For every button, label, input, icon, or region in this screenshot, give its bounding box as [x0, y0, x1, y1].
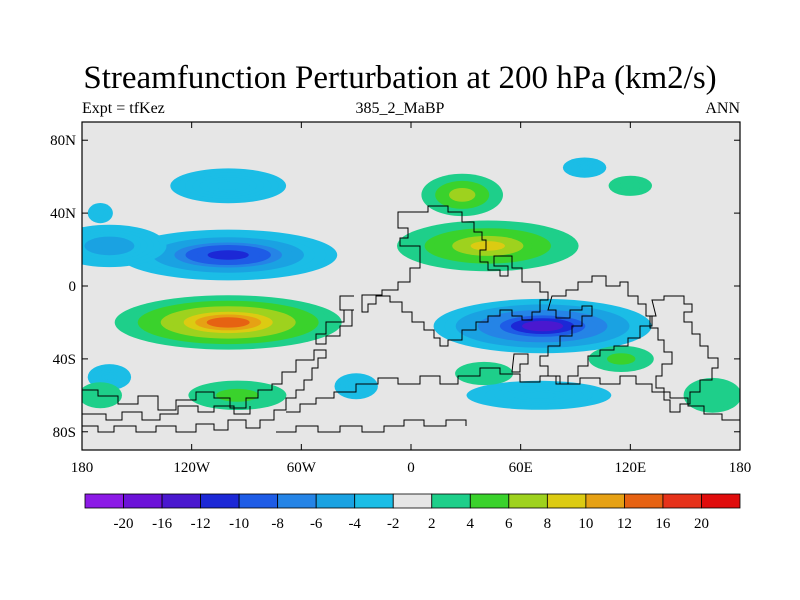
chart-title: Streamfunction Perturbation at 200 hPa (… — [83, 60, 717, 96]
y-tick-label: 40N — [50, 206, 76, 222]
coastline-antarctic-edge — [82, 405, 251, 421]
experiment-label: Expt = tfKez — [82, 100, 165, 117]
season-label: ANN — [705, 100, 740, 117]
x-tick-label: 180 — [729, 460, 752, 476]
contour-band — [522, 320, 564, 332]
colorbar: -20 -16 -12 -10 -8 -6 -4 -2 2 4 6 8 10 12 16 20 — [84, 493, 741, 532]
colorbar-swatch — [662, 493, 702, 509]
colorbar-swatch — [123, 493, 163, 509]
colorbar-label: -4 — [348, 516, 361, 532]
colorbar-label: 6 — [505, 516, 513, 532]
colorbar-swatch — [585, 493, 625, 509]
x-tick-label: 60E — [509, 460, 533, 476]
colorbar-label: 8 — [544, 516, 552, 532]
coastline-antarctica — [276, 419, 467, 433]
contour-band — [579, 165, 590, 171]
y-tick-label: 80N — [50, 133, 76, 149]
colorbar-swatch — [200, 493, 240, 509]
colorbar-label: -20 — [114, 516, 134, 532]
colorbar-swatch — [508, 493, 548, 509]
coastline-south-america — [361, 205, 549, 347]
colorbar-label: 4 — [467, 516, 475, 532]
colorbar-label: -8 — [271, 516, 284, 532]
colorbar-swatch — [84, 493, 124, 509]
contour-band — [104, 374, 115, 381]
y-tick-label: 40S — [53, 352, 76, 368]
plot-background — [82, 122, 740, 450]
y-tick-label: 80S — [53, 425, 76, 441]
colorbar-swatch — [431, 493, 471, 509]
x-axis: 180 120W 60W 0 60E 120E 180 — [71, 122, 752, 476]
contour-band — [95, 392, 106, 399]
coastline-asia — [539, 275, 653, 385]
x-tick-label: 60W — [287, 460, 317, 476]
colorbar-label: -10 — [229, 516, 249, 532]
colorbar-swatch — [701, 493, 741, 509]
contour-band — [470, 241, 505, 251]
case-label: 385_2_MaBP — [355, 100, 445, 117]
colorbar-swatch — [277, 493, 317, 509]
contour-band — [214, 181, 242, 190]
x-tick-label: 120E — [614, 460, 646, 476]
contour-band — [625, 183, 636, 189]
colorbar-label: -2 — [387, 516, 400, 532]
colorbar-swatch — [392, 493, 433, 509]
colorbar-label: -6 — [310, 516, 323, 532]
contour-band — [477, 370, 491, 377]
coastline-south-coast — [82, 349, 327, 433]
colorbar-label: 2 — [428, 516, 436, 532]
colorbar-swatch — [546, 493, 587, 509]
colorbar-swatch — [624, 493, 664, 509]
colorbar-label: -12 — [191, 516, 211, 532]
y-tick-label: 0 — [69, 279, 77, 295]
contour-band — [705, 391, 720, 400]
contour-band — [614, 356, 629, 362]
x-tick-label: 180 — [71, 460, 94, 476]
colorbar-label: 12 — [617, 516, 632, 532]
coastline-north-america — [649, 295, 719, 413]
colorbar-label: 20 — [694, 516, 709, 532]
contour-band — [96, 210, 104, 216]
coastline-southern-ring — [286, 367, 740, 421]
colorbar-label: 10 — [578, 516, 593, 532]
coastline-europe — [315, 295, 354, 345]
y-axis: 80N 40N 0 40S 80S — [50, 133, 740, 441]
colorbar-label: -16 — [152, 516, 172, 532]
contour-band — [521, 391, 557, 399]
colorbar-swatch — [469, 493, 510, 509]
colorbar-swatch — [238, 493, 279, 509]
contour-band — [206, 317, 250, 328]
contour-band — [453, 190, 471, 200]
colorbar-swatch — [354, 493, 394, 509]
colorbar-label: 16 — [655, 516, 671, 532]
coastline-island — [511, 353, 529, 373]
x-tick-label: 0 — [407, 460, 415, 476]
contour-band — [207, 250, 249, 260]
colorbar-swatch — [315, 493, 356, 509]
contour-band — [227, 392, 248, 399]
colorbar-swatch — [161, 493, 201, 509]
x-tick-label: 120W — [173, 460, 211, 476]
contour-band — [97, 241, 122, 251]
